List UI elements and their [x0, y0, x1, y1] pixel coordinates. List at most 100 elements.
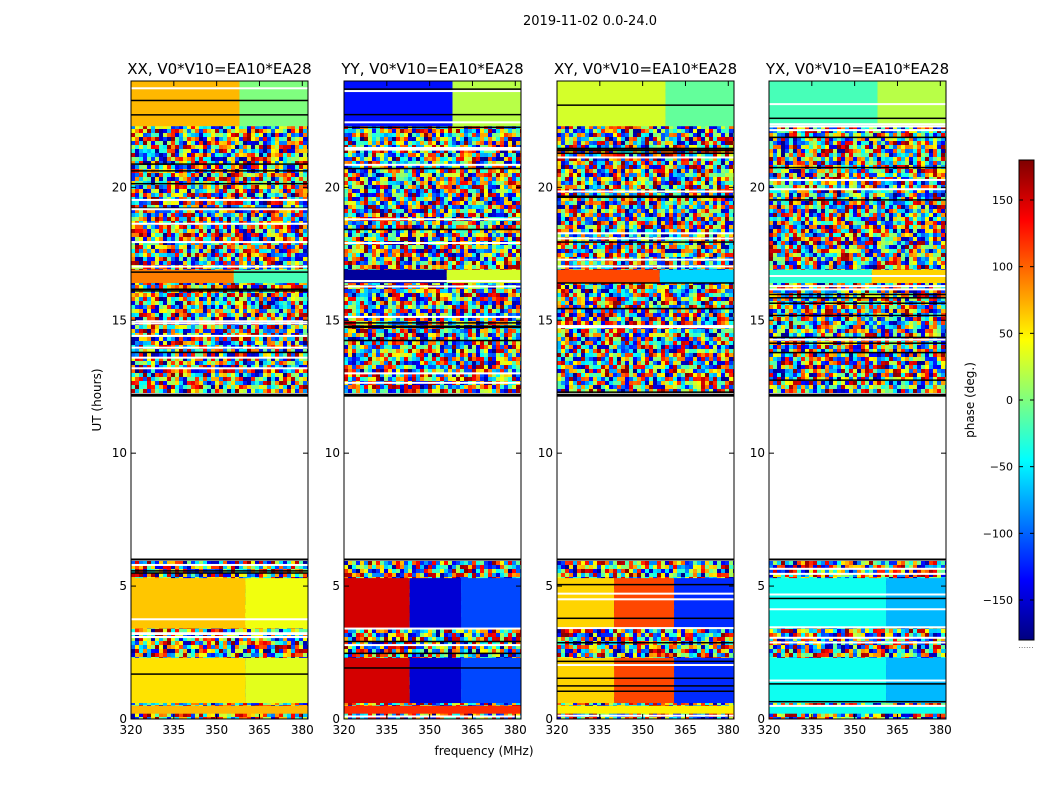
phase-cell: [235, 637, 239, 641]
phase-cell: [203, 201, 207, 205]
phase-cell: [199, 249, 203, 253]
phase-cell: [183, 353, 187, 357]
phase-cell: [291, 361, 295, 365]
phase-cell: [239, 173, 243, 177]
phase-cell: [131, 561, 135, 565]
phase-cell: [211, 637, 215, 641]
phase-cell: [227, 253, 231, 257]
phase-cell: [219, 225, 223, 229]
phase-cell: [299, 329, 303, 333]
phase-cell: [223, 377, 227, 381]
phase-cell: [259, 125, 263, 129]
phase-cell: [211, 133, 215, 137]
phase-cell: [283, 385, 287, 389]
phase-cell: [247, 385, 251, 389]
phase-cell: [159, 325, 163, 329]
phase-cell: [199, 225, 203, 229]
phase-cell: [139, 305, 143, 309]
phase-cell: [131, 249, 135, 253]
phase-cell: [167, 561, 171, 565]
phase-cell: [211, 641, 215, 645]
phase-cell: [251, 245, 255, 249]
phase-cell: [287, 365, 291, 369]
phase-cell: [215, 341, 219, 345]
phase-cell: [151, 637, 155, 641]
phase-cell: [279, 205, 283, 209]
phase-cell: [303, 293, 307, 297]
phase-cell: [159, 145, 163, 149]
phase-cell: [175, 301, 179, 305]
phase-cell: [259, 357, 263, 361]
phase-cell: [131, 137, 135, 141]
phase-cell: [263, 257, 267, 261]
phase-cell: [167, 309, 171, 313]
phase-cell: [303, 253, 307, 257]
phase-cell: [179, 205, 183, 209]
phase-cell: [135, 233, 139, 237]
phase-cell: [187, 213, 191, 217]
phase-cell: [243, 325, 247, 329]
phase-cell: [287, 253, 291, 257]
phase-cell: [303, 249, 307, 253]
phase-cell: [207, 213, 211, 217]
phase-cell: [183, 225, 187, 229]
phase-cell: [207, 149, 211, 153]
phase-cell: [195, 629, 199, 633]
phase-cell: [191, 329, 195, 333]
phase-cell: [215, 177, 219, 181]
phase-cell: [247, 173, 251, 177]
phase-cell: [139, 201, 143, 205]
phase-cell: [135, 245, 139, 249]
phase-cell: [279, 365, 283, 369]
phase-cell: [295, 373, 299, 377]
phase-cell: [271, 193, 275, 197]
phase-cell: [267, 177, 271, 181]
phase-cell: [139, 313, 143, 317]
phase-cell: [215, 565, 219, 569]
phase-cell: [139, 329, 143, 333]
phase-cell: [263, 641, 267, 645]
phase-cell: [195, 317, 199, 321]
phase-cell: [299, 213, 303, 217]
phase-cell: [131, 213, 135, 217]
phase-cell: [299, 389, 303, 393]
phase-cell: [195, 653, 199, 657]
phase-cell: [207, 309, 211, 313]
phase-cell: [219, 381, 223, 385]
phase-cell: [303, 297, 307, 301]
phase-cell: [243, 217, 247, 221]
phase-cell: [219, 205, 223, 209]
phase-cell: [263, 365, 267, 369]
phase-cell: [247, 225, 251, 229]
phase-cell: [231, 365, 235, 369]
phase-cell: [303, 325, 307, 329]
phase-cell: [143, 293, 147, 297]
phase-cell: [179, 325, 183, 329]
phase-cell: [287, 305, 291, 309]
phase-cell: [259, 253, 263, 257]
phase-cell: [179, 237, 183, 241]
phase-cell: [223, 565, 227, 569]
phase-cell: [279, 373, 283, 377]
phase-cell: [247, 629, 251, 633]
phase-cell: [279, 309, 283, 313]
phase-cell: [199, 201, 203, 205]
phase-cell: [143, 325, 147, 329]
phase-cell: [219, 573, 223, 577]
phase-cell: [207, 173, 211, 177]
phase-cell: [275, 293, 279, 297]
phase-cell: [255, 353, 259, 357]
phase-cell: [139, 249, 143, 253]
phase-cell: [143, 285, 147, 289]
phase-cell: [283, 201, 287, 205]
phase-cell: [299, 165, 303, 169]
phase-cell: [143, 649, 147, 653]
phase-cell: [271, 357, 275, 361]
phase-cell: [295, 637, 299, 641]
phase-cell: [215, 301, 219, 305]
phase-cell: [263, 141, 267, 145]
phase-cell: [179, 145, 183, 149]
phase-cell: [163, 381, 167, 385]
phase-cell: [143, 249, 147, 253]
phase-cell: [279, 213, 283, 217]
